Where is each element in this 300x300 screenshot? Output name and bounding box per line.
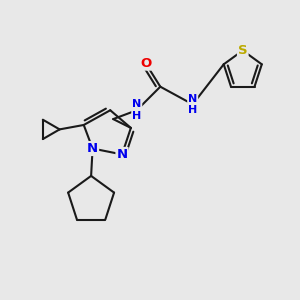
Text: N
H: N H xyxy=(188,94,197,115)
Text: S: S xyxy=(238,44,247,57)
Text: N: N xyxy=(87,142,98,155)
Text: N: N xyxy=(116,148,128,161)
Text: N
H: N H xyxy=(132,99,141,121)
Text: O: O xyxy=(140,57,151,70)
